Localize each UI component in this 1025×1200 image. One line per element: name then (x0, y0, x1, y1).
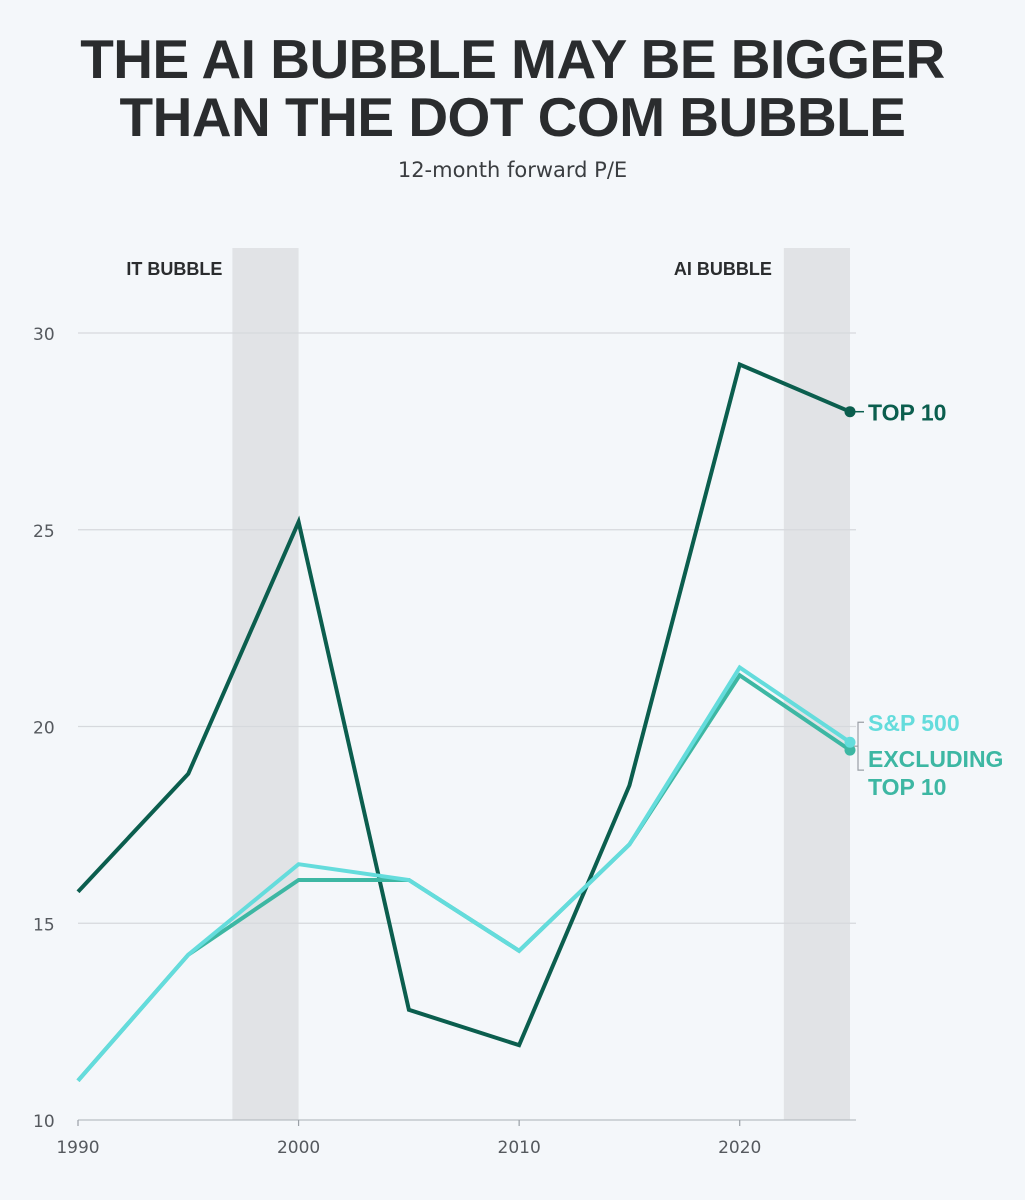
x-tick-label-2000: 2000 (277, 1138, 320, 1158)
series-label-1: TOP 10 (868, 400, 946, 426)
series-label-bracket (857, 721, 864, 771)
series-label-2-line-1: EXCLUDING (868, 746, 1003, 772)
bubble-band-1 (232, 248, 299, 1120)
y-tick-label-15: 15 (33, 915, 55, 935)
bubble-band-label-1: IT BUBBLE (126, 259, 222, 279)
grid-layer (78, 332, 856, 1121)
y-tick-label-30: 30 (33, 325, 55, 345)
series-line-1 (76, 361, 851, 1048)
axis-layer: 10 15 20 25 30 1990 2000 2010 2020 (33, 325, 761, 1158)
chart-title-line-1: THE AI BUBBLE MAY BE BIGGER (80, 28, 945, 90)
chart-subtitle: 12-month forward P/E (397, 158, 628, 182)
series-line-3 (76, 664, 852, 1083)
x-tick-label-1990: 1990 (56, 1138, 99, 1158)
chart-title: THE AI BUBBLE MAY BE BIGGER THAN THE DOT… (0, 30, 1025, 146)
bubble-band-2 (783, 248, 850, 1120)
bubble-band-label-2: AI BUBBLE (674, 259, 772, 279)
y-tick-label-25: 25 (33, 522, 55, 542)
series-end-point-3 (844, 736, 856, 748)
x-tick-label-2020: 2020 (718, 1138, 761, 1158)
series-line-2 (76, 672, 852, 1083)
y-tick-label-10: 10 (33, 1112, 55, 1132)
y-tick-label-20: 20 (33, 719, 55, 739)
series-label-3: S&P 500 (868, 710, 960, 736)
series-end-point-2 (844, 744, 856, 756)
chart-title-line-2: THAN THE DOT COM BUBBLE (119, 86, 906, 148)
series-label-2-line-2: TOP 10 (868, 774, 946, 800)
series-layer (76, 361, 856, 1083)
bands-layer: IT BUBBLE AI BUBBLE (126, 248, 850, 1120)
x-tick-label-2010: 2010 (498, 1138, 541, 1158)
